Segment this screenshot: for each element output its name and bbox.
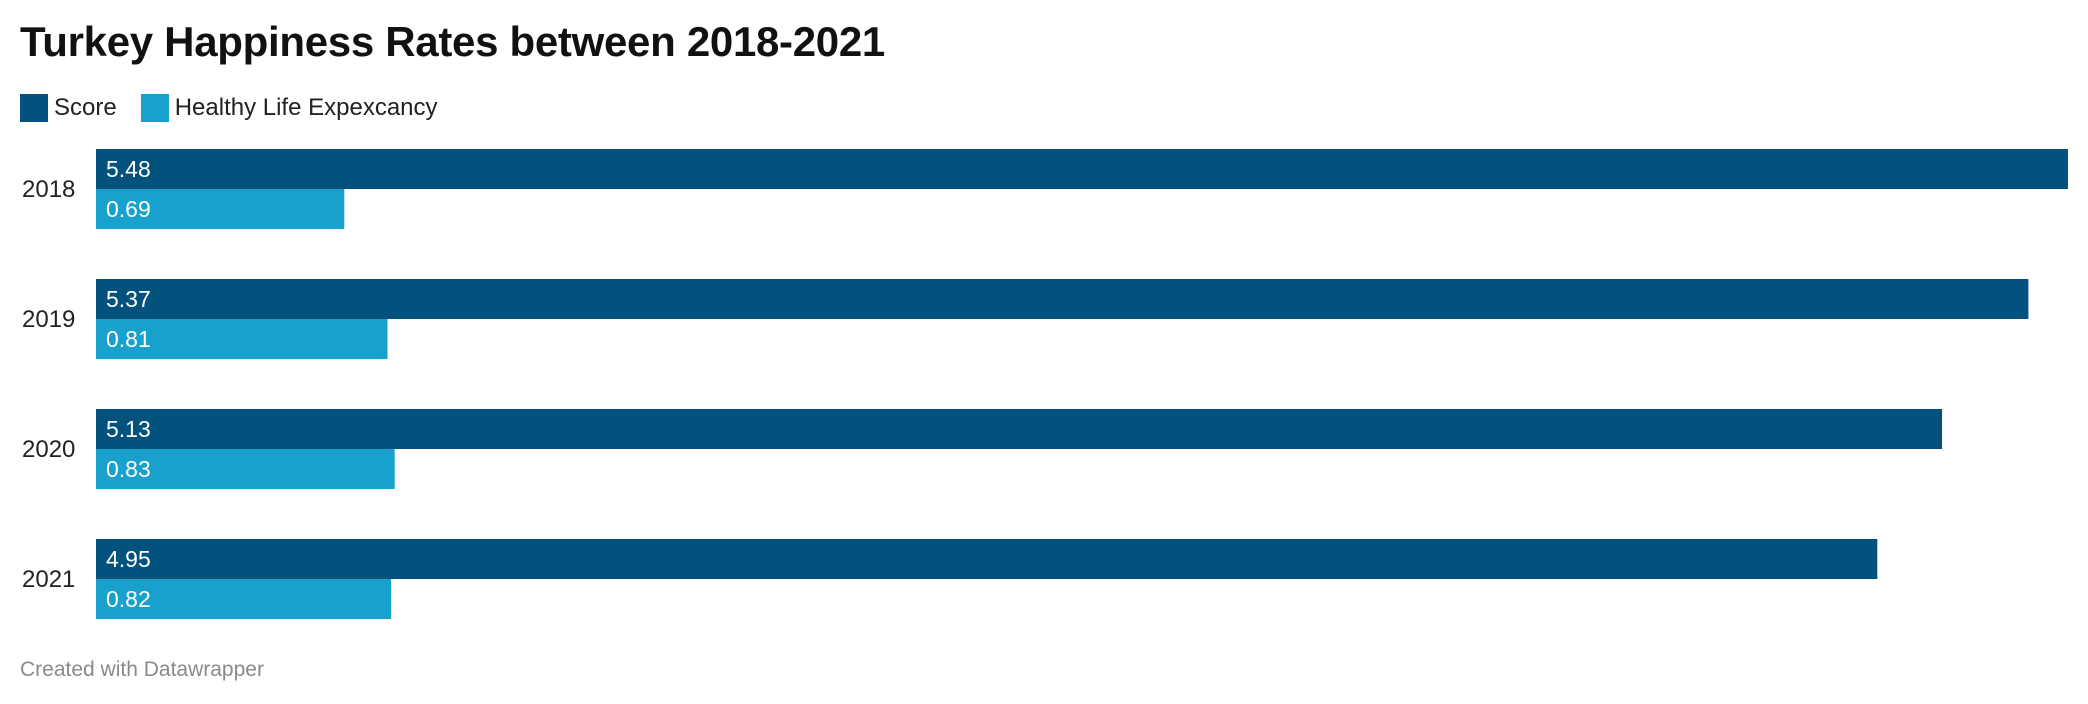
bar-score-2021 [96, 539, 1878, 579]
category-label-2019: 2019 [22, 306, 75, 333]
value-label-score-2018: 5.48 [106, 156, 151, 182]
category-label-2020: 2020 [22, 436, 75, 463]
bar-score-2020 [96, 409, 1943, 449]
bar-score-2019 [96, 279, 2029, 319]
bar-healthy-life-2021 [96, 579, 392, 619]
footer-credit: Created with Datawrapper [20, 658, 264, 681]
value-label-healthy-life-2020: 0.83 [106, 456, 151, 482]
bar-healthy-life-2018 [96, 189, 345, 229]
bar-chart: 2018 5.48 0.69 2019 5.37 0.81 2020 5.13 0.83 2021… [22, 149, 2068, 619]
category-label-2018: 2018 [22, 176, 75, 203]
bar-healthy-life-2019 [96, 319, 388, 359]
legend-item-healthy-life: Healthy Life Expexcancy [140, 94, 438, 122]
bar-healthy-life-2020 [96, 449, 395, 489]
value-label-healthy-life-2019: 0.81 [106, 326, 151, 352]
legend-swatch-healthy-life [140, 94, 169, 122]
legend: Score Healthy Life Expexcancy [20, 92, 462, 124]
category-label-2021: 2021 [22, 566, 75, 593]
value-label-healthy-life-2018: 0.69 [106, 196, 151, 222]
value-label-score-2019: 5.37 [106, 286, 151, 312]
legend-label-score: Score [54, 94, 117, 121]
legend-swatch-score [20, 94, 48, 122]
legend-item-score: Score [20, 94, 117, 122]
value-label-score-2021: 4.95 [106, 546, 151, 572]
bar-score-2018 [96, 149, 2068, 189]
value-label-healthy-life-2021: 0.82 [106, 586, 151, 612]
chart-title: Turkey Happiness Rates between 2018-2021 [20, 18, 885, 65]
value-label-score-2020: 5.13 [106, 416, 151, 442]
legend-label-healthy-life: Healthy Life Expexcancy [174, 94, 438, 121]
